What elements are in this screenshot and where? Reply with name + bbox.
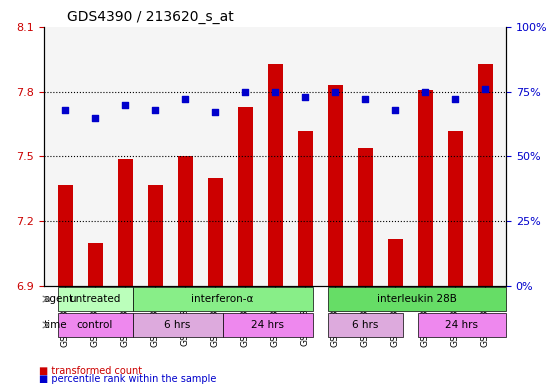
FancyBboxPatch shape xyxy=(58,313,133,337)
FancyBboxPatch shape xyxy=(58,287,133,311)
FancyBboxPatch shape xyxy=(133,287,312,311)
Point xyxy=(421,89,430,95)
Point xyxy=(361,96,370,103)
Text: 24 hrs: 24 hrs xyxy=(446,320,478,330)
Point xyxy=(301,94,310,100)
Point xyxy=(120,101,129,108)
Bar xyxy=(388,238,403,286)
FancyBboxPatch shape xyxy=(327,287,506,311)
Bar xyxy=(87,243,102,286)
Text: control: control xyxy=(77,320,113,330)
Bar xyxy=(358,148,372,286)
Bar xyxy=(178,156,192,286)
Bar xyxy=(238,107,252,286)
Point xyxy=(180,96,189,103)
Bar xyxy=(298,131,312,286)
Point xyxy=(151,107,160,113)
Bar xyxy=(448,131,463,286)
FancyBboxPatch shape xyxy=(223,313,312,337)
Bar xyxy=(58,185,73,286)
Text: ■ transformed count: ■ transformed count xyxy=(39,366,142,376)
Bar xyxy=(207,178,223,286)
Point xyxy=(91,114,100,121)
FancyBboxPatch shape xyxy=(417,313,506,337)
Point xyxy=(60,107,69,113)
Bar xyxy=(417,89,432,286)
Point xyxy=(450,96,459,103)
Point xyxy=(390,107,399,113)
Point xyxy=(211,109,219,116)
FancyBboxPatch shape xyxy=(327,313,403,337)
Bar xyxy=(147,185,162,286)
Text: interleukin 28B: interleukin 28B xyxy=(377,294,456,304)
Point xyxy=(331,89,339,95)
Point xyxy=(481,86,490,92)
Point xyxy=(240,89,249,95)
Text: 24 hrs: 24 hrs xyxy=(251,320,284,330)
Bar xyxy=(477,64,492,286)
FancyBboxPatch shape xyxy=(133,313,223,337)
Text: interferon-α: interferon-α xyxy=(191,294,254,304)
Text: 6 hrs: 6 hrs xyxy=(352,320,378,330)
Text: time: time xyxy=(43,320,67,330)
Bar xyxy=(267,64,283,286)
Text: GDS4390 / 213620_s_at: GDS4390 / 213620_s_at xyxy=(67,10,234,25)
Text: 6 hrs: 6 hrs xyxy=(164,320,191,330)
Bar xyxy=(327,85,343,286)
Bar xyxy=(118,159,133,286)
Text: ■ percentile rank within the sample: ■ percentile rank within the sample xyxy=(39,374,216,384)
Point xyxy=(271,89,279,95)
Text: agent: agent xyxy=(43,294,74,304)
Text: untreated: untreated xyxy=(69,294,120,304)
